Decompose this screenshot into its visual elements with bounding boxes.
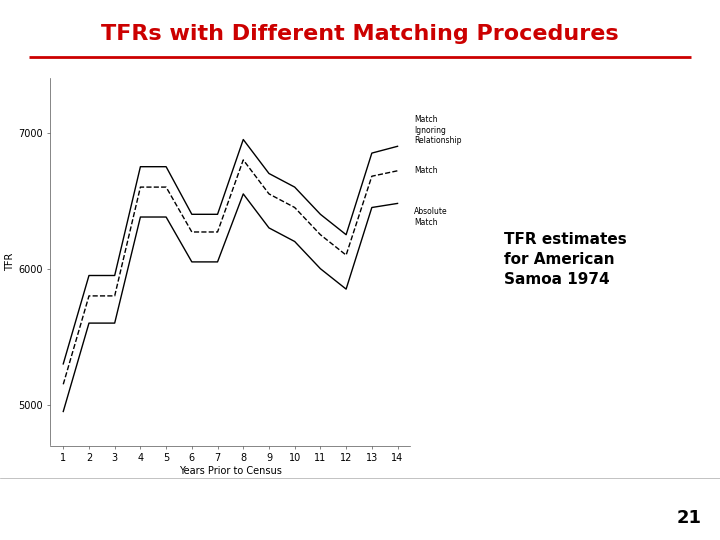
- Text: Match: Match: [414, 166, 438, 176]
- Text: Match
Ignoring
Relationship: Match Ignoring Relationship: [414, 115, 462, 145]
- Text: TFRs with Different Matching Procedures: TFRs with Different Matching Procedures: [102, 24, 618, 44]
- X-axis label: Years Prior to Census: Years Prior to Census: [179, 466, 282, 476]
- Y-axis label: TFR: TFR: [5, 253, 15, 271]
- Text: 21: 21: [677, 509, 702, 527]
- Text: Absolute
Match: Absolute Match: [414, 207, 448, 227]
- Text: TFR estimates
for American
Samoa 1974: TFR estimates for American Samoa 1974: [504, 232, 626, 287]
